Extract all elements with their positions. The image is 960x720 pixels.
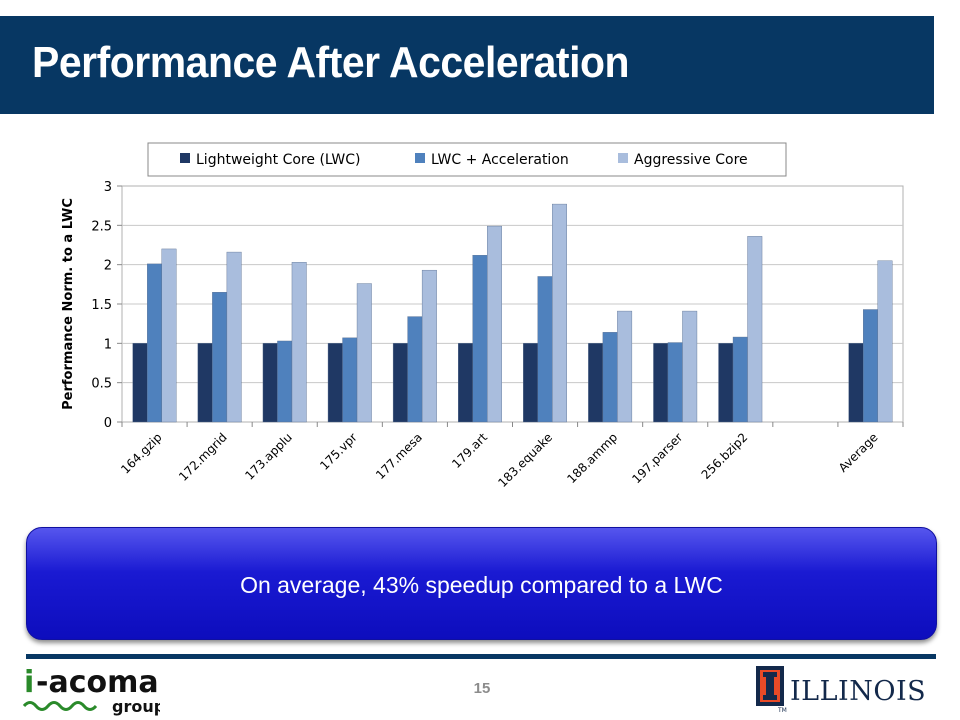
svg-text:i: i	[24, 665, 34, 700]
bar	[458, 343, 473, 423]
x-tick-label: 177.mesa	[373, 430, 425, 482]
legend: Lightweight Core (LWC) LWC + Acceleration…	[147, 142, 787, 177]
legend-swatch	[415, 153, 425, 163]
bar	[327, 343, 343, 423]
legend-label: Aggressive Core	[634, 152, 748, 168]
legend-label: LWC + Acceleration	[431, 152, 569, 168]
bar	[732, 336, 748, 423]
x-tick-label: 188.ammp	[564, 430, 620, 486]
y-axis-label: Performance Norm. to a LWC	[61, 198, 76, 410]
bar	[588, 343, 604, 423]
footer-divider	[26, 654, 936, 659]
bar-chart: 0 0.5 1 1.5 2 2.5 3 164.gzip 172.mgrid 173.applu…	[61, 142, 904, 490]
y-tick-label: 3	[104, 180, 112, 195]
bar	[262, 343, 278, 423]
bar	[552, 203, 567, 423]
bar	[877, 260, 893, 423]
bar	[407, 316, 423, 423]
svg-text:TM: TM	[777, 707, 787, 714]
bar	[523, 343, 538, 423]
legend-swatch	[618, 153, 628, 163]
bar	[421, 269, 437, 423]
bar	[667, 342, 683, 423]
bar	[617, 310, 633, 423]
y-tick-label: 0	[104, 416, 112, 431]
svg-text:group: group	[112, 697, 160, 716]
x-tick-label: 164.gzip	[118, 430, 164, 476]
bars	[132, 203, 893, 423]
x-tick-label: 173.applu	[242, 430, 295, 483]
gridlines	[117, 185, 903, 423]
bar	[653, 343, 669, 423]
illinois-logo: ILLINOIS TM	[756, 666, 926, 714]
bar	[718, 343, 734, 423]
legend-label: Lightweight Core (LWC)	[196, 152, 361, 168]
bar	[472, 255, 488, 423]
bar	[487, 225, 502, 423]
x-tick-label: Average	[836, 430, 881, 475]
bar	[342, 337, 358, 423]
x-tick-label: 256.bzip2	[699, 430, 751, 482]
legend-swatch	[180, 153, 190, 163]
bar	[537, 276, 553, 423]
bar	[602, 332, 618, 423]
x-axis-ticks: 164.gzip 172.mgrid 173.applu 175.vpr 177.mes…	[118, 422, 904, 490]
y-tick-label: 0.5	[91, 377, 112, 392]
x-tick-label: 183.equake	[495, 430, 555, 490]
title-bar	[0, 16, 934, 114]
bar	[291, 262, 307, 423]
bar	[682, 310, 698, 423]
bar	[863, 309, 878, 423]
y-tick-label: 1	[104, 337, 112, 352]
page-number: 15	[473, 680, 491, 697]
x-tick-label: 172.mgrid	[176, 430, 230, 484]
bar	[132, 343, 148, 423]
x-tick-label: 179.art	[449, 430, 490, 471]
callout-text: On average, 43% speedup compared to a LW…	[240, 572, 723, 598]
svg-text:ILLINOIS: ILLINOIS	[790, 676, 926, 707]
x-tick-label: 197.parser	[629, 430, 685, 486]
y-tick-label: 2.5	[91, 219, 112, 234]
bar	[747, 236, 763, 423]
bar	[197, 343, 213, 423]
callout-box: On average, 43% speedup compared to a LW…	[26, 527, 937, 640]
i-acoma-logo: i -acoma group	[22, 665, 160, 716]
slide-title: Performance After Acceleration	[32, 38, 630, 87]
bar	[147, 263, 162, 423]
bar	[356, 283, 372, 423]
bar	[392, 343, 408, 423]
bar	[848, 343, 864, 423]
legend-box	[147, 142, 787, 177]
y-tick-label: 2	[104, 259, 112, 274]
y-axis-ticks: 0 0.5 1 1.5 2 2.5 3	[91, 180, 112, 431]
bar	[226, 251, 242, 423]
y-tick-label: 1.5	[91, 298, 112, 313]
x-tick-label: 175.vpr	[317, 430, 360, 473]
bar	[161, 248, 177, 423]
svg-text:-acoma: -acoma	[36, 665, 159, 700]
bar	[277, 340, 293, 423]
bar	[212, 292, 228, 423]
